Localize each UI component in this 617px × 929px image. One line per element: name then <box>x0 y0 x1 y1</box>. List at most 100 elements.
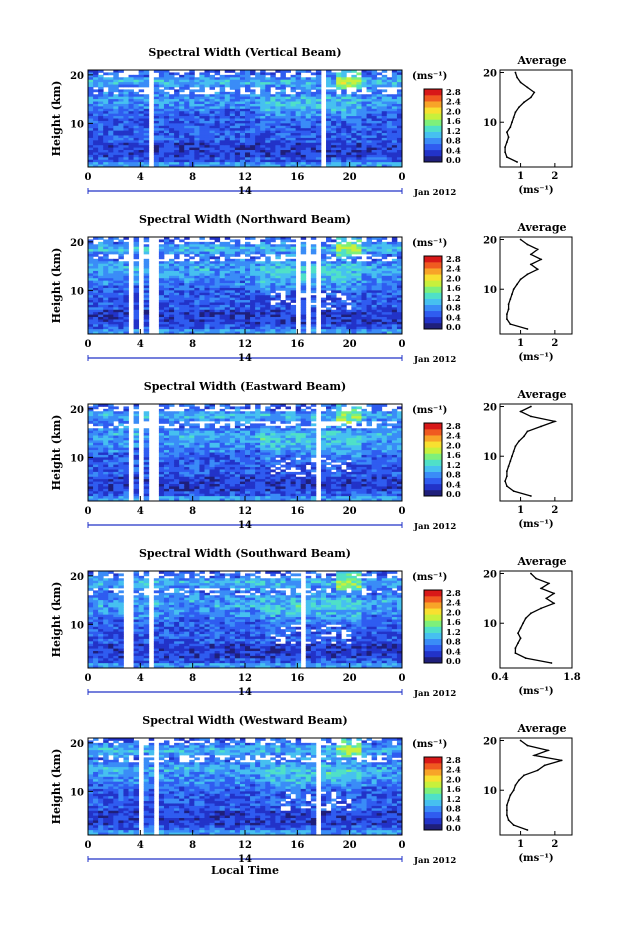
heatmap-cell <box>275 133 281 136</box>
heatmap-cell <box>290 130 297 134</box>
heatmap-cell <box>290 111 297 115</box>
heatmap-cell <box>93 120 99 124</box>
heatmap-cell <box>381 108 388 112</box>
heatmap-cell <box>310 261 317 265</box>
heatmap-cell <box>386 326 393 330</box>
heatmap-cell <box>326 270 332 274</box>
heatmap-cell <box>346 96 352 100</box>
heatmap-cell <box>189 77 195 81</box>
heatmap-cell <box>270 261 276 265</box>
heatmap-cell <box>396 251 403 255</box>
heatmap-cell <box>351 246 357 250</box>
heatmap-cell <box>361 113 367 117</box>
heatmap-cell <box>356 111 362 115</box>
heatmap-cell <box>371 150 378 153</box>
heatmap-cell <box>113 79 119 83</box>
heatmap-cell <box>194 241 200 245</box>
heatmap-cell <box>356 278 362 282</box>
heatmap-cell <box>179 239 185 243</box>
heatmap-cell <box>179 469 185 473</box>
heatmap-cell <box>108 157 114 161</box>
heatmap-cell <box>219 108 226 112</box>
heatmap-cell <box>239 94 246 98</box>
heatmap-cell <box>103 496 109 499</box>
heatmap-cell <box>214 312 221 315</box>
heatmap-cell <box>179 488 185 492</box>
heatmap-cell <box>143 159 150 163</box>
heatmap-cell <box>219 280 226 284</box>
heatmap-cell <box>88 459 94 463</box>
heatmap-cell <box>265 239 271 243</box>
heatmap-cell <box>163 471 170 475</box>
heatmap-cell <box>93 307 99 311</box>
heatmap-cell <box>153 113 160 117</box>
heatmap-cell <box>310 285 317 289</box>
heatmap-cell <box>123 273 129 277</box>
heatmap-cell <box>123 268 129 272</box>
heatmap-cell <box>300 309 307 313</box>
heatmap-cell <box>88 268 94 272</box>
heatmap-cell <box>381 275 388 279</box>
heatmap-cell <box>300 152 307 156</box>
heatmap-cell <box>143 150 150 153</box>
heatmap-cell <box>270 82 276 85</box>
heatmap-cell <box>123 84 129 88</box>
heatmap-cell <box>366 246 373 250</box>
heatmap-cell <box>158 283 165 286</box>
heatmap-cell <box>113 147 119 151</box>
heatmap-cell <box>224 84 231 88</box>
heatmap-cell <box>123 447 129 451</box>
heatmap-cell <box>158 89 165 93</box>
x-tick-label: 4 <box>137 172 144 183</box>
heatmap-cell <box>204 116 210 119</box>
heatmap-cell <box>88 309 94 313</box>
heatmap-cell <box>103 418 109 422</box>
heatmap-cell <box>184 94 190 98</box>
heatmap-cell <box>108 270 114 274</box>
heatmap-cell <box>189 89 195 93</box>
heatmap-cell <box>295 154 302 158</box>
heatmap-cell <box>174 150 180 153</box>
heatmap-cell <box>356 283 362 286</box>
heatmap-cell <box>234 273 241 277</box>
heatmap-cell <box>295 142 302 146</box>
heatmap-cell <box>123 106 129 110</box>
heatmap-cell <box>169 74 175 78</box>
heatmap-cell <box>315 74 322 78</box>
heatmap-cell <box>113 125 119 129</box>
heatmap-cell <box>305 101 312 105</box>
heatmap-cell <box>305 103 312 107</box>
profile-point <box>509 323 512 325</box>
heatmap-cell <box>88 164 94 168</box>
heatmap-cell <box>163 413 170 417</box>
heatmap-cell <box>356 123 362 127</box>
heatmap-cell <box>189 70 195 73</box>
heatmap-cell <box>346 251 352 255</box>
heatmap-cell <box>214 128 221 132</box>
heatmap-cell <box>275 261 281 265</box>
heatmap-cell <box>386 304 393 308</box>
heatmap-cell <box>376 300 383 303</box>
heatmap-cell <box>108 280 114 284</box>
heatmap-cell <box>98 440 104 444</box>
y-tick-label: 10 <box>70 286 84 297</box>
heatmap-cell <box>189 162 195 165</box>
heatmap-cell <box>381 82 388 85</box>
heatmap-cell <box>341 130 347 134</box>
heatmap-cell <box>98 266 104 269</box>
heatmap-cell <box>270 287 276 291</box>
heatmap-cell <box>224 292 231 296</box>
heatmap-cell <box>143 309 150 313</box>
heatmap-cell <box>113 324 119 328</box>
heatmap-cell <box>290 280 297 284</box>
heatmap-cell <box>295 147 302 151</box>
heatmap-cell <box>270 133 276 136</box>
heatmap-cell <box>260 285 266 289</box>
heatmap-cell <box>194 162 200 165</box>
heatmap-cell <box>255 312 261 315</box>
heatmap-cell <box>250 77 256 81</box>
heatmap-cell <box>118 82 124 85</box>
heatmap-cell <box>320 285 327 289</box>
heatmap-cell <box>229 120 236 124</box>
heatmap-cell <box>113 428 119 432</box>
